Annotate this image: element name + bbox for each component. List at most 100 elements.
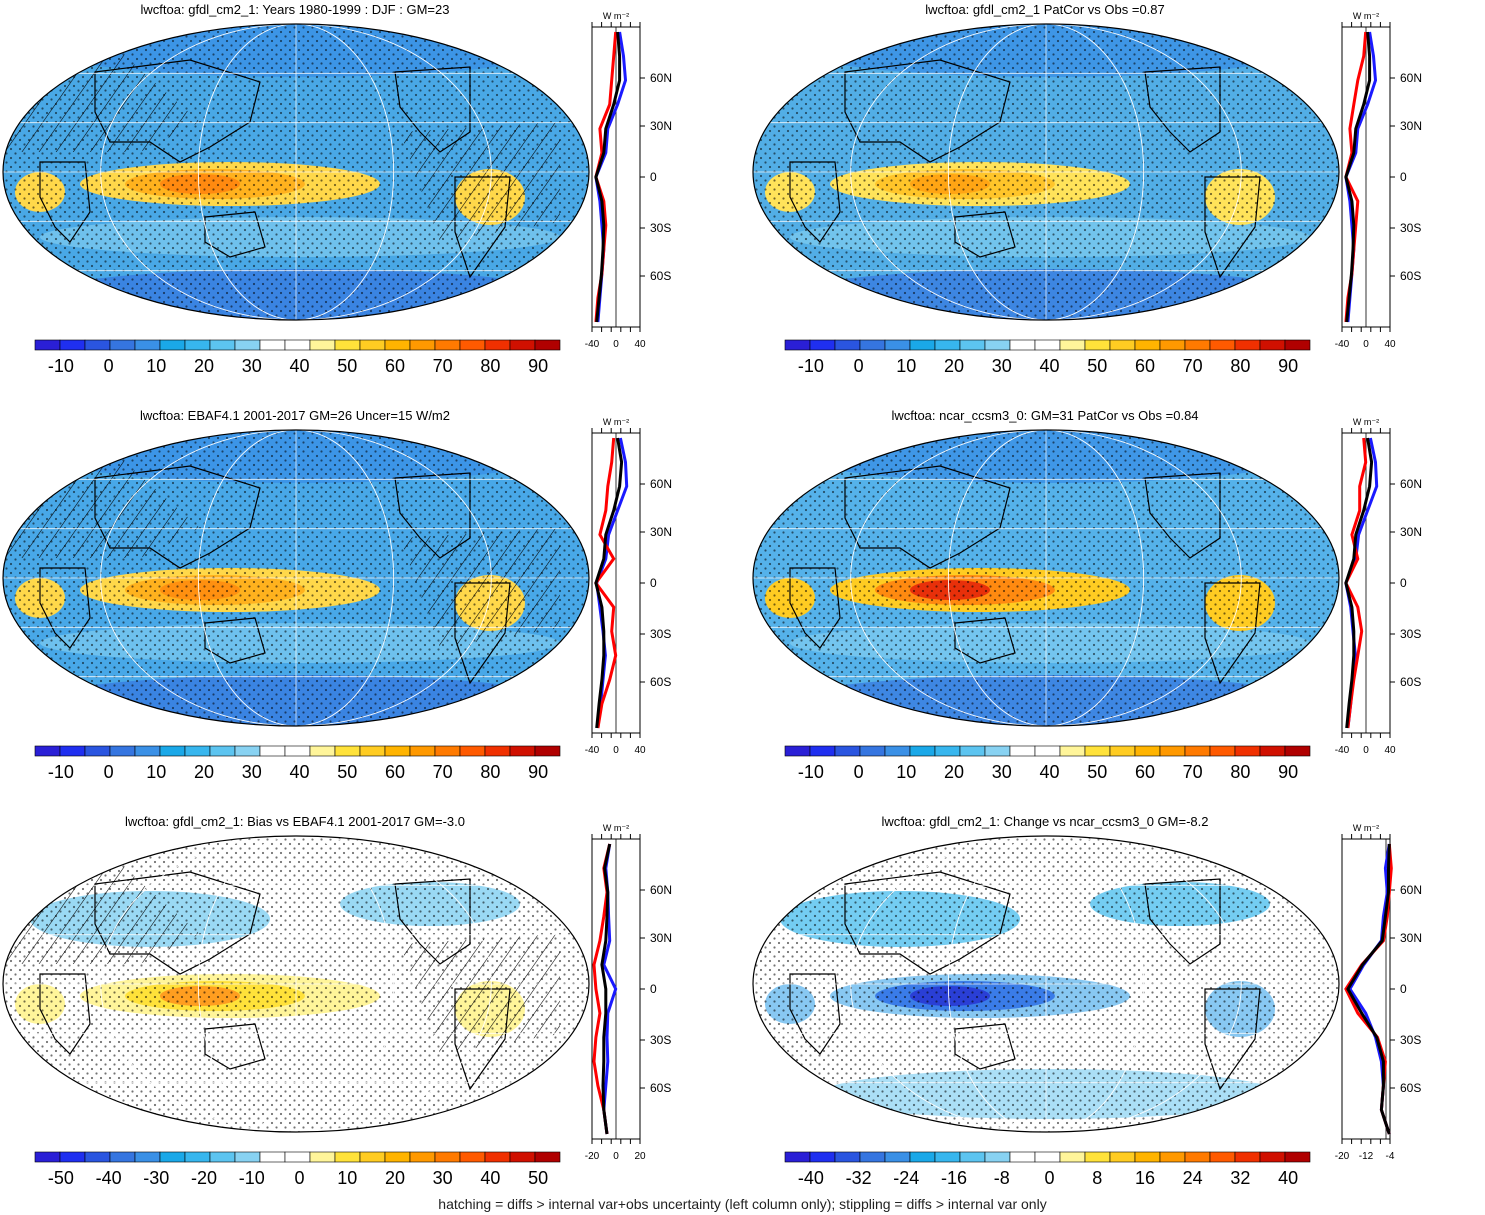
lat-label: 60S <box>650 675 671 689</box>
colorbar-label: 20 <box>194 762 214 782</box>
colorbar-swatch <box>34 745 61 757</box>
colorbar-label: 20 <box>944 356 964 376</box>
zonal-tick-label: 0 <box>613 745 619 756</box>
lat-label: 60N <box>1400 883 1422 897</box>
lat-label: 0 <box>1400 170 1407 184</box>
zonal-line-red <box>1344 31 1368 323</box>
graticule-lon <box>100 430 492 726</box>
colorbar-swatch <box>534 339 561 351</box>
graticule-lon <box>197 430 395 726</box>
colorbar-swatch <box>809 745 836 757</box>
map-border <box>2 835 590 1133</box>
colorbar-swatch <box>1234 1151 1261 1163</box>
colorbar-label: -32 <box>846 1168 872 1188</box>
colorbar-swatch <box>1134 1151 1161 1163</box>
colorbar-swatch <box>134 1151 161 1163</box>
colorbar-label: 40 <box>1039 356 1059 376</box>
coastline <box>204 617 266 664</box>
colorbar-label: -50 <box>48 1168 74 1188</box>
colorbar: -50 -40 -30 -20 -10 0 10 20 30 40 50 <box>34 1151 561 1188</box>
colorbar-swatch <box>1184 339 1211 351</box>
colorbar-swatch <box>934 745 961 757</box>
lat-label: 30N <box>650 119 672 133</box>
colorbar-swatch <box>159 1151 186 1163</box>
map-title: lwcftoa: ncar_ccsm3_0: GM=31 PatCor vs O… <box>891 408 1199 423</box>
coastline <box>204 211 266 258</box>
graticule-lon <box>947 430 1145 726</box>
colorbar-swatch <box>1284 339 1311 351</box>
colorbar-swatch <box>1259 745 1286 757</box>
colorbar-swatch <box>1034 339 1061 351</box>
colorbar: -10 0 10 20 30 40 50 60 70 80 90 <box>34 745 561 782</box>
colorbar-swatch <box>209 1151 236 1163</box>
coastline <box>39 973 91 1055</box>
lat-label: 60S <box>650 269 671 283</box>
colorbar-swatch <box>1284 1151 1311 1163</box>
zonal-tick-label: -4 <box>1386 1151 1395 1162</box>
colorbar-swatch <box>934 1151 961 1163</box>
panel-p2: lwcftoa: gfdl_cm2_1 PatCor vs Obs =0.87 … <box>750 0 1485 400</box>
coastline <box>454 582 511 685</box>
colorbar-swatch <box>334 339 361 351</box>
colorbar-swatch <box>1059 745 1086 757</box>
colorbar-swatch <box>984 339 1011 351</box>
colorbar-label: 10 <box>896 762 916 782</box>
colorbar-swatch <box>1009 1151 1036 1163</box>
colorbar-swatch <box>884 339 911 351</box>
colorbar-swatch <box>959 1151 986 1163</box>
coastline <box>789 567 841 649</box>
colorbar-label: 60 <box>385 762 405 782</box>
colorbar-swatch <box>134 745 161 757</box>
colorbar-label: 20 <box>385 1168 405 1188</box>
colorbar-swatch <box>484 745 511 757</box>
lat-label: 60N <box>1400 71 1422 85</box>
colorbar-swatch <box>1034 1151 1061 1163</box>
colorbar-swatch <box>434 339 461 351</box>
colorbar-swatch <box>1234 339 1261 351</box>
colorbar-swatch <box>184 745 211 757</box>
lat-label: 30N <box>1400 119 1422 133</box>
colorbar-swatch <box>184 339 211 351</box>
colorbar-swatch <box>34 339 61 351</box>
colorbar-swatch <box>859 339 886 351</box>
colorbar-label: -40 <box>96 1168 122 1188</box>
zonal-unit: W m⁻² <box>1353 11 1379 21</box>
colorbar-swatch <box>784 1151 811 1163</box>
coastline <box>789 973 841 1055</box>
colorbar-swatch <box>1134 339 1161 351</box>
colorbar-swatch <box>1184 745 1211 757</box>
world-map <box>2 835 590 1133</box>
zonal-line-black <box>594 31 622 323</box>
colorbar-label: 16 <box>1135 1168 1155 1188</box>
world-map <box>752 835 1340 1133</box>
colorbar-swatch <box>909 1151 936 1163</box>
zonal-mean-plot: W m⁻² -40 0 40 60N 30N 0 30S 60S <box>1335 11 1422 350</box>
zonal-line-red <box>594 31 618 323</box>
lat-label: 30N <box>650 525 672 539</box>
zonal-tick-label: 0 <box>613 339 619 350</box>
coastline <box>1204 582 1261 685</box>
zonal-unit: W m⁻² <box>603 823 629 833</box>
colorbar-swatch <box>1034 745 1061 757</box>
colorbar-label: 10 <box>146 762 166 782</box>
colorbar-swatch <box>259 1151 286 1163</box>
colorbar-label: 20 <box>194 356 214 376</box>
zonal-line-black <box>600 843 612 1135</box>
colorbar-label: 60 <box>1135 762 1155 782</box>
colorbar-swatch <box>1084 745 1111 757</box>
colorbar-swatch <box>859 1151 886 1163</box>
zonal-unit: W m⁻² <box>1353 823 1379 833</box>
colorbar-label: -10 <box>798 356 824 376</box>
lat-label: 30S <box>1400 627 1421 641</box>
coastline <box>394 66 471 153</box>
graticule-lon <box>947 836 1145 1132</box>
coastline <box>1144 472 1221 559</box>
colorbar-swatch <box>1084 339 1111 351</box>
colorbar-swatch <box>834 339 861 351</box>
colorbar-label: 90 <box>1278 762 1298 782</box>
panel-p6: lwcftoa: gfdl_cm2_1: Change vs ncar_ccsm… <box>750 812 1485 1197</box>
colorbar-swatch <box>109 745 136 757</box>
colorbar-label: 24 <box>1183 1168 1203 1188</box>
colorbar-swatch <box>384 1151 411 1163</box>
coastline <box>454 988 511 1091</box>
